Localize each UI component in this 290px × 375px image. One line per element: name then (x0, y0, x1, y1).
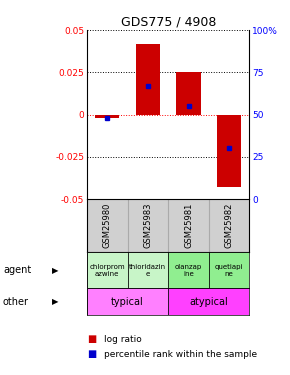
Bar (95, 114, 119, 118)
Text: atypical: atypical (189, 297, 228, 307)
Text: log ratio: log ratio (104, 335, 142, 344)
Text: GSM25981: GSM25981 (184, 203, 193, 248)
Text: chlorprom
azwine: chlorprom azwine (90, 264, 125, 277)
Bar (87, 288, 168, 315)
Text: ■: ■ (87, 350, 96, 359)
Text: olanzap
ine: olanzap ine (175, 264, 202, 277)
Text: ▶: ▶ (52, 266, 59, 275)
Text: thioridazin
e: thioridazin e (129, 264, 166, 277)
Text: GSM25983: GSM25983 (143, 203, 153, 248)
Text: quetiapi
ne: quetiapi ne (215, 264, 243, 277)
Text: ▶: ▶ (52, 297, 59, 306)
Bar (176, 72, 201, 114)
Bar (217, 114, 241, 187)
Text: ■: ■ (87, 334, 96, 344)
Bar (128, 252, 168, 288)
Text: typical: typical (111, 297, 144, 307)
Text: other: other (3, 297, 29, 307)
Title: GDS775 / 4908: GDS775 / 4908 (121, 16, 216, 29)
Text: percentile rank within the sample: percentile rank within the sample (104, 350, 258, 359)
Bar (209, 252, 249, 288)
Text: GSM25980: GSM25980 (103, 203, 112, 248)
Bar (168, 252, 209, 288)
Text: agent: agent (3, 266, 31, 275)
Text: GSM25982: GSM25982 (224, 203, 234, 248)
Bar (87, 252, 128, 288)
Bar (136, 44, 160, 114)
Bar (168, 288, 249, 315)
